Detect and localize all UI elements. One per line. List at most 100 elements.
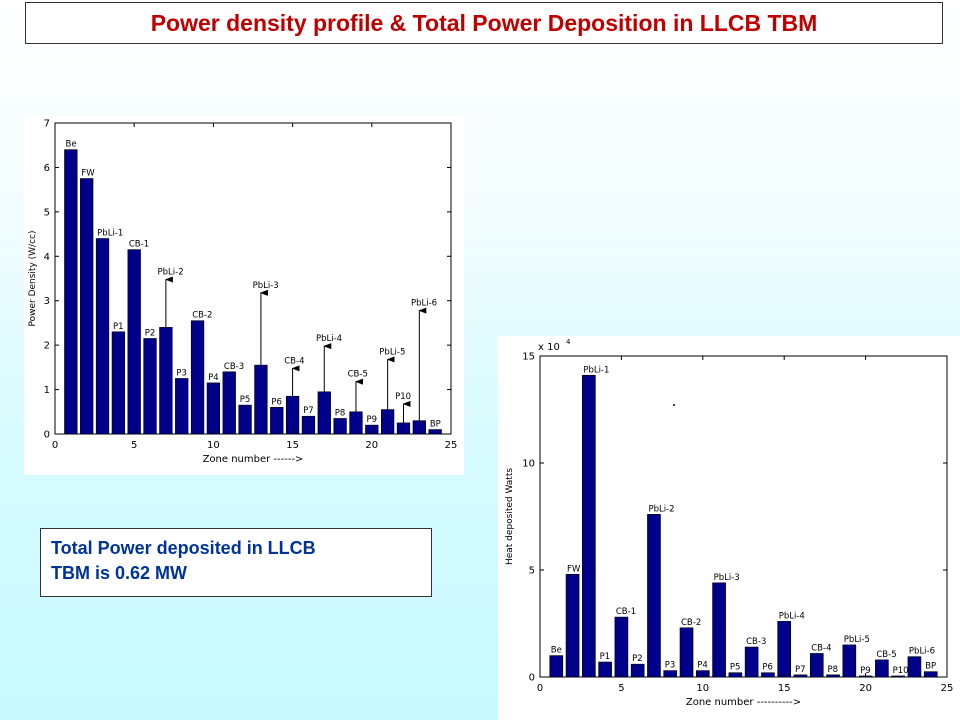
annotation-label: P10	[893, 666, 909, 676]
x-tick-label: 15	[286, 440, 299, 451]
y-tick-label: 0	[529, 673, 535, 684]
y-tick-label: 4	[44, 252, 50, 263]
bar-zone-17	[809, 653, 824, 678]
bar-zone-8	[175, 378, 189, 435]
annotation-label: CB-4	[811, 643, 831, 653]
bar-zone-11	[712, 582, 726, 678]
annotation-label: P6	[762, 663, 773, 673]
bar-zone-2	[565, 573, 580, 678]
x-tick-label: 25	[445, 440, 458, 451]
bar-zone-11	[222, 371, 236, 435]
annotation-label: P2	[145, 328, 156, 338]
annotation-label: PbLi-6	[909, 647, 935, 657]
bar-zone-19	[842, 644, 857, 678]
bar-zone-23	[412, 420, 426, 435]
bar-zone-3	[95, 238, 110, 435]
x-tick-label: 0	[52, 440, 58, 451]
heat-deposition-chart: 0 5 10 15 20 25 0 5 10 15 Zone number ----------> H…	[505, 338, 954, 708]
annotation-label: PbLi-2	[158, 268, 184, 278]
x-tick-label: 15	[778, 683, 791, 694]
slide-title-box: Power density profile & Total Power Depo…	[25, 2, 943, 44]
bar-zone-15	[285, 395, 300, 435]
bar-zone-5	[614, 616, 629, 678]
annotation-label: P9	[366, 415, 377, 425]
x-tick-label: 25	[941, 683, 954, 694]
bar-zone-18	[826, 674, 840, 678]
y-tick-label: 5	[44, 207, 50, 218]
bar-zone-13	[254, 364, 268, 435]
annotation-label: P7	[795, 665, 806, 675]
x-tick-label: 5	[618, 683, 624, 694]
annotation-label: P4	[208, 373, 219, 383]
annotation-label: Be	[551, 646, 562, 656]
annotation-label: BP	[430, 420, 441, 430]
annotation-label: PbLi-3	[253, 281, 279, 291]
y-tick-label: 7	[44, 119, 50, 130]
bar-zone-7	[159, 327, 173, 435]
y-axis-label: Power Density (W/cc)	[28, 231, 38, 327]
power-density-chart: 0 5 10 15 20 25 0 1 2 3 4 5 6 7 Zone number ------> Pow…	[28, 119, 458, 466]
bar-zone-21	[875, 659, 889, 678]
annotation-label: PbLi-6	[411, 299, 437, 309]
bar-zone-22	[891, 675, 905, 678]
annotation-label: CB-1	[616, 607, 636, 617]
y-multiplier-label: x 10	[538, 342, 560, 353]
bar-zone-22	[396, 422, 411, 435]
bar-zone-1	[549, 655, 564, 678]
bar-zone-9	[190, 320, 205, 435]
y-tick-label: 1	[44, 385, 50, 396]
annotation-label: P8	[828, 665, 839, 675]
stray-dot-marker	[673, 404, 675, 406]
bar-zone-12	[728, 672, 743, 678]
bar-zone-4	[111, 331, 125, 435]
bar-zone-18	[333, 418, 347, 435]
bar-zone-24	[428, 429, 442, 435]
x-tick-label: 5	[131, 440, 137, 451]
power-density-chart-panel: 0 5 10 15 20 25 0 1 2 3 4 5 6 7 Zone number ------> Pow…	[24, 115, 464, 475]
bar-zone-6	[630, 663, 645, 678]
x-tick-label: 0	[537, 683, 543, 694]
annotation-label: PbLi-3	[714, 573, 740, 583]
slide-title: Power density profile & Total Power Depo…	[150, 9, 818, 36]
y-tick-label: 2	[44, 341, 50, 352]
bar-zone-14	[270, 407, 284, 435]
bar-zone-19	[349, 411, 363, 435]
total-power-info-box: Total Power deposited in LLCB TBM is 0.6…	[40, 528, 432, 597]
x-tick-label: 20	[859, 683, 872, 694]
annotation-label: CB-3	[746, 637, 766, 647]
annotation-label: CB-1	[129, 240, 149, 250]
bar-zone-13	[744, 646, 759, 678]
annotation-label: CB-5	[876, 650, 896, 660]
annotation-label: Be	[66, 140, 77, 150]
y-tick-label: 10	[522, 459, 535, 470]
bar-zone-8	[663, 670, 678, 678]
y-tick-label: 3	[44, 296, 50, 307]
annotation-label: P3	[665, 661, 676, 671]
bar-zone-7	[647, 514, 661, 678]
annotation-label: P9	[860, 666, 871, 676]
annotation-label: P5	[240, 395, 251, 405]
info-line-1: Total Power deposited in LLCB	[51, 538, 316, 558]
plot-area	[539, 355, 948, 678]
bar-zone-5	[127, 249, 141, 435]
bar-zone-16	[301, 415, 316, 435]
bar-zone-21	[381, 409, 395, 435]
bar-zone-4	[598, 661, 612, 678]
bar-zone-6	[143, 338, 157, 435]
bar-zone-24	[923, 671, 938, 678]
annotation-label: CB-3	[224, 362, 244, 372]
annotation-label: FW	[567, 564, 581, 574]
annotation-label: P2	[632, 654, 643, 664]
annotation-label: PbLi-4	[779, 611, 805, 621]
bar-zone-17	[317, 391, 331, 435]
bar-zone-2	[80, 178, 94, 435]
y-tick-label: 15	[522, 352, 535, 363]
annotation-label: PbLi-5	[379, 347, 405, 357]
bar-zone-3	[582, 374, 596, 678]
bar-zone-14	[761, 672, 775, 678]
y-multiplier-exponent: 4	[566, 338, 571, 346]
annotation-label: P6	[271, 397, 282, 407]
bar-zone-12	[238, 404, 252, 435]
annotation-label: PbLi-1	[583, 365, 609, 375]
annotation-label: CB-2	[681, 618, 701, 628]
